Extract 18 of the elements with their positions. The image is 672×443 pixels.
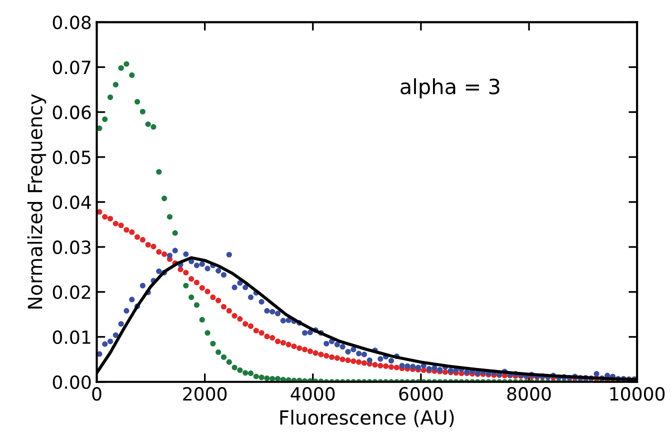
x-tick-label: 4000 — [290, 387, 335, 401]
y-tick-label: 0.01 — [52, 330, 90, 344]
y-tick-label: 0.06 — [52, 106, 91, 120]
y-tick-label: 0.04 — [52, 195, 91, 210]
y-tick-label: 0.02 — [52, 285, 90, 300]
x-tick-label: 2000 — [183, 387, 227, 401]
x-tick-label: 6000 — [399, 387, 443, 401]
y-tick-label: 0.05 — [52, 150, 90, 164]
x-tick-label: 10000 — [610, 387, 665, 401]
y-axis-title: Normalized Frequency — [27, 94, 46, 309]
y-tick-label: 0.07 — [52, 60, 90, 74]
x-tick-label: 0 — [92, 387, 102, 401]
y-tick-label: 0.00 — [52, 375, 91, 389]
annotation: alpha = 3 — [400, 78, 500, 98]
y-tick-label: 0.08 — [52, 16, 91, 30]
y-tick-label: 0.03 — [52, 240, 90, 254]
x-axis-title: Fluorescence (AU) — [280, 410, 454, 428]
x-tick-label: 8000 — [507, 387, 551, 401]
